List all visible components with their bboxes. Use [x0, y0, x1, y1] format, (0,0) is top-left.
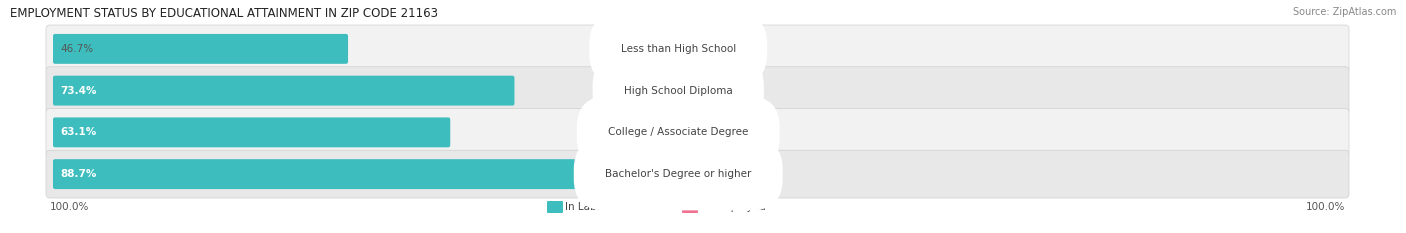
Text: Bachelor's Degree or higher: Bachelor's Degree or higher — [605, 169, 751, 179]
Text: College / Associate Degree: College / Associate Degree — [607, 127, 748, 137]
Text: 46.7%: 46.7% — [60, 44, 93, 54]
Text: 0.2%: 0.2% — [704, 86, 731, 96]
Text: Source: ZipAtlas.com: Source: ZipAtlas.com — [1292, 7, 1396, 17]
FancyBboxPatch shape — [46, 67, 1348, 114]
FancyBboxPatch shape — [53, 159, 610, 189]
FancyBboxPatch shape — [547, 201, 562, 213]
Text: 0.0%: 0.0% — [688, 127, 714, 137]
FancyBboxPatch shape — [678, 159, 685, 189]
Text: In Labor Force: In Labor Force — [565, 202, 638, 212]
FancyBboxPatch shape — [53, 76, 515, 106]
FancyBboxPatch shape — [682, 201, 697, 213]
Text: 100.0%: 100.0% — [1306, 202, 1346, 212]
Text: 88.7%: 88.7% — [60, 169, 97, 179]
FancyBboxPatch shape — [678, 34, 685, 64]
FancyBboxPatch shape — [53, 34, 349, 64]
Text: 0.0%: 0.0% — [688, 169, 714, 179]
Text: Unemployed: Unemployed — [700, 202, 766, 212]
FancyBboxPatch shape — [46, 25, 1348, 73]
FancyBboxPatch shape — [678, 76, 700, 106]
Text: Less than High School: Less than High School — [620, 44, 735, 54]
FancyBboxPatch shape — [46, 109, 1348, 156]
FancyBboxPatch shape — [678, 117, 685, 147]
Text: 73.4%: 73.4% — [60, 86, 97, 96]
FancyBboxPatch shape — [53, 117, 450, 147]
FancyBboxPatch shape — [46, 150, 1348, 198]
Text: 100.0%: 100.0% — [51, 202, 90, 212]
Text: 63.1%: 63.1% — [60, 127, 96, 137]
Text: 0.0%: 0.0% — [688, 44, 714, 54]
Text: EMPLOYMENT STATUS BY EDUCATIONAL ATTAINMENT IN ZIP CODE 21163: EMPLOYMENT STATUS BY EDUCATIONAL ATTAINM… — [10, 7, 439, 20]
Text: High School Diploma: High School Diploma — [624, 86, 733, 96]
